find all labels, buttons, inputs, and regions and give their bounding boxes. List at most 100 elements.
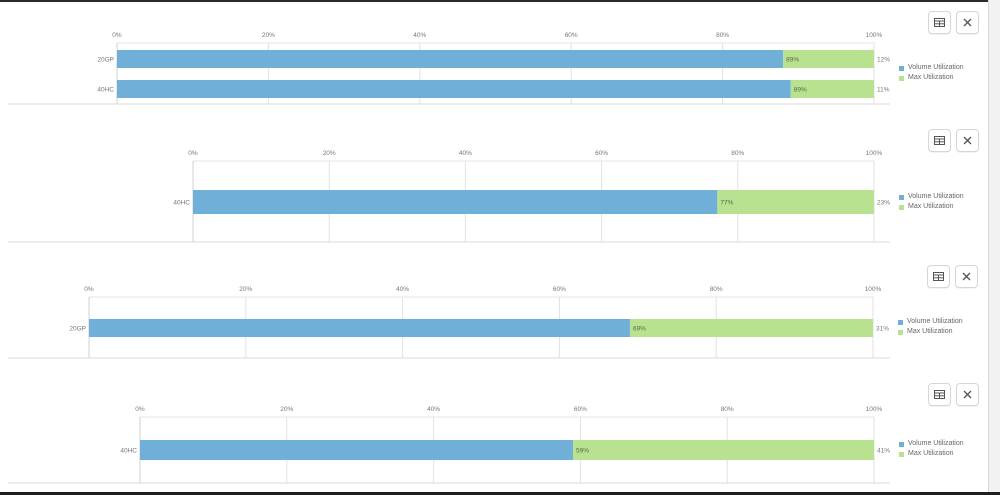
x-tick-label: 80% — [721, 406, 734, 413]
bar-volume-utilization — [193, 190, 718, 214]
legend-item-max: Max Utilization — [898, 327, 963, 337]
data-label-max: 11% — [877, 86, 890, 93]
chart-legend: Volume Utilization Max Utilization — [899, 63, 964, 83]
table-view-button[interactable] — [927, 265, 950, 288]
panel-toolbar — [927, 265, 978, 288]
bar-volume-utilization — [140, 440, 574, 460]
bar-max-utilization — [783, 50, 874, 68]
x-tick-label: 0% — [112, 32, 122, 39]
data-label-max: 12% — [877, 56, 890, 63]
legend-item-max: Max Utilization — [899, 73, 964, 83]
x-tick-label: 20% — [262, 32, 275, 39]
x-tick-label: 20% — [323, 150, 336, 157]
legend-swatch-max — [899, 75, 904, 81]
close-chart-button[interactable] — [956, 129, 979, 152]
x-tick-label: 60% — [565, 32, 578, 39]
bar-volume-utilization — [117, 80, 791, 98]
x-tick-label: 100% — [865, 286, 882, 293]
table-view-button[interactable] — [928, 129, 951, 152]
close-icon — [962, 272, 971, 281]
table-icon — [933, 272, 944, 281]
bar-max-utilization — [717, 190, 874, 214]
close-chart-button[interactable] — [955, 265, 978, 288]
bar-volume-utilization — [117, 50, 784, 68]
window-top-border — [0, 0, 1000, 2]
utilization-chart-3: 0% 20% 40% 60% 80% 100% 20GP 69% 31% — [8, 286, 890, 359]
utilization-chart-1: 0% 20% 40% 60% 80% 100% 20GP 89% 12% 40HC 89% 11% — [8, 32, 890, 105]
panel-toolbar — [928, 129, 979, 152]
close-icon — [963, 18, 972, 27]
legend-swatch-volume — [899, 441, 904, 447]
x-tick-label: 40% — [459, 150, 472, 157]
y-category-label: 20GP — [69, 325, 86, 332]
vertical-scrollbar[interactable] — [988, 0, 1000, 495]
x-tick-label: 60% — [574, 406, 587, 413]
legend-item-volume: Volume Utilization — [899, 439, 964, 449]
table-view-button[interactable] — [928, 11, 951, 34]
legend-swatch-max — [899, 451, 904, 457]
close-icon — [963, 136, 972, 145]
legend-label-max: Max Utilization — [908, 450, 954, 457]
panel-toolbar — [928, 11, 979, 34]
data-label-volume: 89% — [786, 56, 799, 63]
data-label-volume: 89% — [794, 86, 807, 93]
window-bottom-border — [0, 492, 1000, 495]
x-tick-label: 100% — [866, 32, 883, 39]
table-icon — [934, 136, 945, 145]
legend-swatch-volume — [898, 319, 903, 325]
x-tick-label: 40% — [413, 32, 426, 39]
legend-item-volume: Volume Utilization — [898, 317, 963, 327]
table-view-button[interactable] — [928, 383, 951, 406]
legend-swatch-volume — [899, 194, 904, 200]
chart-panel-4: 0% 20% 40% 60% 80% 100% 40HC 59% 41% Volume Util… — [0, 376, 988, 492]
data-label-volume: 59% — [576, 447, 589, 454]
legend-label-volume: Volume Utilization — [908, 440, 964, 447]
close-chart-button[interactable] — [956, 383, 979, 406]
y-category-label: 40HC — [120, 447, 137, 454]
x-tick-label: 80% — [731, 150, 744, 157]
legend-label-volume: Volume Utilization — [908, 64, 964, 71]
close-icon — [963, 390, 972, 399]
utilization-chart-2: 0% 20% 40% 60% 80% 100% 40HC 77% 23% — [8, 150, 890, 243]
chart-panel-3: 0% 20% 40% 60% 80% 100% 20GP 69% 31% Volume Util… — [0, 253, 988, 376]
x-tick-label: 20% — [239, 286, 252, 293]
utilization-chart-4: 0% 20% 40% 60% 80% 100% 40HC 59% 41% — [8, 406, 890, 484]
x-tick-label: 0% — [135, 406, 145, 413]
legend-label-volume: Volume Utilization — [908, 193, 964, 200]
x-tick-label: 60% — [595, 150, 608, 157]
x-tick-label: 20% — [280, 406, 293, 413]
x-tick-label: 40% — [396, 286, 409, 293]
x-tick-label: 80% — [716, 32, 729, 39]
data-label-max: 41% — [877, 447, 890, 454]
legend-label-max: Max Utilization — [908, 74, 954, 81]
legend-label-max: Max Utilization — [907, 328, 953, 335]
legend-swatch-max — [898, 329, 903, 335]
data-label-max: 31% — [876, 325, 889, 332]
x-tick-label: 80% — [710, 286, 723, 293]
legend-label-max: Max Utilization — [908, 203, 954, 210]
data-label-volume: 77% — [720, 199, 733, 206]
table-icon — [934, 18, 945, 27]
x-tick-label: 40% — [427, 406, 440, 413]
bar-max-utilization — [573, 440, 874, 460]
y-category-label: 40HC — [97, 86, 114, 93]
x-tick-label: 100% — [866, 406, 883, 413]
legend-item-volume: Volume Utilization — [899, 192, 964, 202]
x-tick-label: 60% — [553, 286, 566, 293]
legend-item-volume: Volume Utilization — [899, 63, 964, 73]
x-tick-label: 100% — [866, 150, 883, 157]
bar-max-utilization — [790, 80, 874, 98]
y-category-label: 40HC — [173, 199, 190, 206]
legend-item-max: Max Utilization — [899, 202, 964, 212]
chart-panel-2: 0% 20% 40% 60% 80% 100% 40HC 77% 23% Volume Util… — [0, 118, 988, 253]
x-tick-label: 0% — [188, 150, 198, 157]
legend-item-max: Max Utilization — [899, 449, 964, 459]
chart-legend: Volume Utilization Max Utilization — [899, 439, 964, 459]
table-icon — [934, 390, 945, 399]
close-chart-button[interactable] — [956, 11, 979, 34]
x-tick-label: 0% — [84, 286, 94, 293]
y-category-label: 20GP — [97, 56, 114, 63]
legend-swatch-volume — [899, 65, 904, 71]
chart-legend: Volume Utilization Max Utilization — [899, 192, 964, 212]
panel-toolbar — [928, 383, 979, 406]
